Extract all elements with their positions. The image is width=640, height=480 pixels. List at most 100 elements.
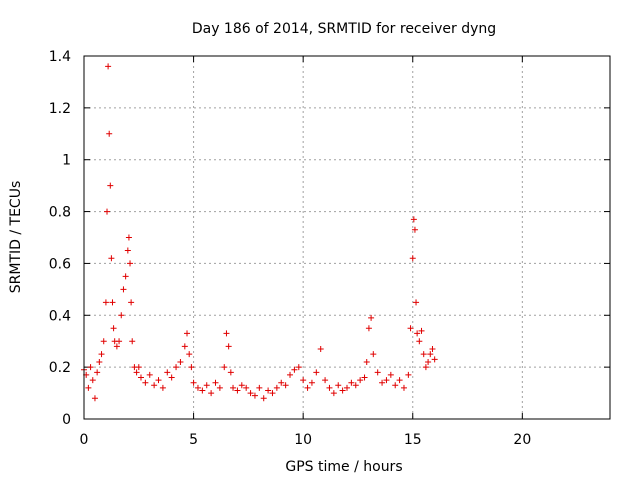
data-points	[81, 63, 438, 402]
data-point	[151, 382, 158, 389]
data-point	[135, 364, 142, 371]
data-point	[387, 371, 394, 378]
data-point	[109, 299, 116, 306]
data-point	[102, 299, 109, 306]
data-point	[414, 330, 421, 337]
x-tick-label: 15	[404, 432, 422, 448]
data-point	[313, 369, 320, 376]
data-point	[368, 314, 375, 321]
data-point	[113, 343, 120, 350]
data-point	[100, 338, 107, 345]
y-tick-label: 1.4	[49, 49, 71, 65]
data-point	[330, 390, 337, 397]
data-point	[203, 382, 210, 389]
data-point	[317, 345, 324, 352]
data-point	[159, 384, 166, 391]
data-point	[335, 382, 342, 389]
data-point	[105, 63, 112, 70]
y-tick-label: 0.6	[49, 256, 71, 272]
data-point	[168, 374, 175, 381]
data-point	[146, 371, 153, 378]
data-point	[137, 374, 144, 381]
data-point	[287, 371, 294, 378]
data-point	[425, 358, 432, 365]
data-point	[230, 384, 237, 391]
plot-frame	[83, 55, 611, 420]
data-point	[379, 379, 386, 386]
x-tick-label: 0	[80, 432, 89, 448]
data-point	[216, 384, 223, 391]
data-point	[411, 226, 418, 233]
data-point	[410, 216, 417, 223]
data-point	[238, 382, 245, 389]
data-point	[129, 338, 136, 345]
data-point	[400, 384, 407, 391]
data-point	[405, 371, 412, 378]
data-point	[186, 351, 193, 358]
data-point	[127, 260, 134, 267]
data-point	[225, 343, 232, 350]
grid	[84, 56, 610, 419]
data-point	[422, 364, 429, 371]
data-point	[106, 130, 113, 137]
data-point	[251, 392, 258, 399]
data-point	[326, 384, 333, 391]
data-point	[392, 382, 399, 389]
data-point	[243, 384, 250, 391]
data-point	[221, 364, 228, 371]
data-point	[104, 208, 111, 215]
data-point	[124, 247, 131, 254]
data-point	[339, 387, 346, 394]
data-point	[308, 379, 315, 386]
data-point	[110, 325, 117, 332]
chart-title: Day 186 of 2014, SRMTID for receiver dyn…	[192, 21, 496, 37]
data-point	[116, 338, 123, 345]
data-point	[108, 255, 115, 262]
data-point	[427, 351, 434, 358]
data-point	[188, 364, 195, 371]
data-point	[142, 379, 149, 386]
data-point	[122, 273, 129, 280]
data-point	[173, 364, 180, 371]
axis-ticks	[83, 55, 610, 420]
data-point	[322, 377, 329, 384]
data-point	[365, 325, 372, 332]
data-point	[125, 234, 132, 241]
data-point	[120, 286, 127, 293]
data-point	[348, 379, 355, 386]
x-tick-label: 10	[294, 432, 312, 448]
data-point	[295, 364, 302, 371]
data-point	[107, 182, 114, 189]
data-point	[278, 379, 285, 386]
data-point	[89, 377, 96, 384]
data-point	[94, 369, 101, 376]
data-point	[282, 382, 289, 389]
data-point	[190, 379, 197, 386]
data-point	[133, 369, 140, 376]
data-point	[85, 384, 92, 391]
y-axis-label: SRMTID / TECUs	[8, 181, 24, 294]
data-point	[396, 377, 403, 384]
data-point	[155, 377, 162, 384]
data-point	[304, 384, 311, 391]
y-tick-label: 1	[62, 153, 71, 169]
data-point	[383, 377, 390, 384]
data-point	[256, 384, 263, 391]
data-point	[234, 387, 241, 394]
data-point	[418, 327, 425, 334]
data-point	[247, 390, 254, 397]
data-point	[300, 377, 307, 384]
data-point	[223, 330, 230, 337]
y-tick-label: 1.2	[49, 101, 71, 117]
data-point	[87, 364, 94, 371]
data-point	[164, 369, 171, 376]
data-point	[265, 387, 272, 394]
data-point	[420, 351, 427, 358]
data-point	[361, 374, 368, 381]
y-tick-label: 0.8	[49, 205, 71, 221]
data-point	[413, 299, 420, 306]
data-point	[118, 312, 125, 319]
x-tick-labels: 0 5 10 15 20	[80, 432, 532, 448]
data-point	[91, 395, 98, 402]
data-point	[291, 366, 298, 373]
